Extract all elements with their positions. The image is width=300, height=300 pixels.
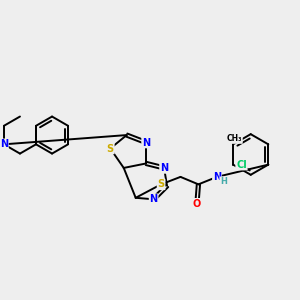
Text: S: S [158, 179, 165, 189]
Text: CH₃: CH₃ [227, 134, 242, 143]
Text: H: H [220, 177, 227, 186]
Text: N: N [160, 163, 168, 173]
Text: N: N [150, 194, 158, 204]
Text: N: N [142, 137, 150, 148]
Text: Cl: Cl [236, 160, 247, 170]
Text: O: O [193, 199, 201, 209]
Text: S: S [107, 143, 114, 154]
Text: N: N [213, 172, 221, 182]
Text: N: N [0, 139, 8, 149]
